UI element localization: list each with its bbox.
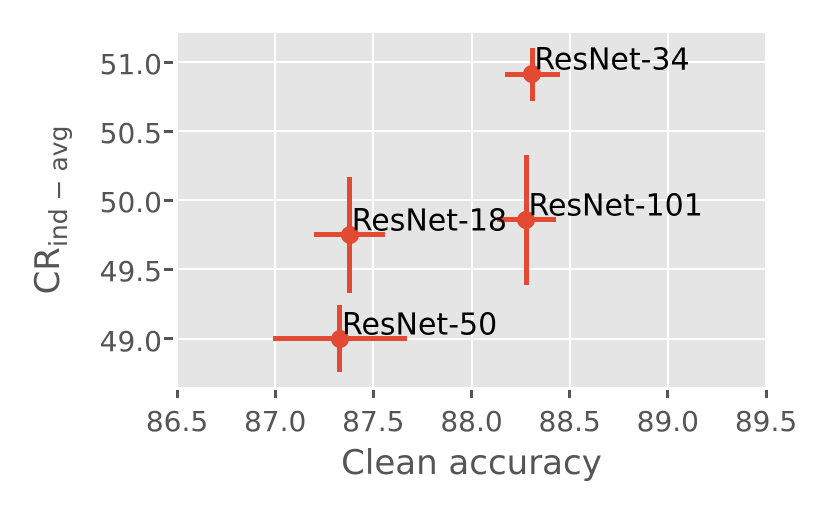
annotation-ResNet-34: ResNet-34 [534, 42, 690, 78]
y-axis-title-subscript: ind − avg [43, 125, 73, 248]
y-tick-label-50.0: 50.0 [99, 186, 162, 220]
annotation-ResNet-50: ResNet-50 [341, 307, 498, 343]
x-tick-88.0 [470, 390, 473, 398]
x-tick-89.5 [764, 390, 768, 398]
y-tick-50.0 [164, 198, 173, 202]
y-tick-label-49.0: 49.0 [99, 324, 162, 358]
data-point-ResNet-101 [517, 210, 536, 229]
y-tick-49.0 [164, 337, 173, 341]
x-tick-87.0 [273, 390, 277, 398]
x-tick-label-87.5: 87.5 [342, 405, 405, 438]
grid-layer [177, 33, 766, 387]
y-tick-label-51.0: 51.0 [99, 48, 162, 82]
gridline-x-88.5 [568, 33, 571, 387]
gridline-y-51.0 [177, 61, 766, 64]
gridline-x-86.5 [177, 33, 178, 387]
y-tick-label-49.5: 49.5 [99, 255, 162, 289]
x-tick-label-86.5: 86.5 [145, 405, 209, 438]
gridline-x-88.0 [470, 33, 473, 387]
gridline-y-50.0 [177, 199, 766, 202]
y-tick-50.5 [164, 129, 173, 133]
y-axis-title-main: CR [28, 247, 68, 295]
x-tick-89.0 [666, 390, 670, 398]
gridline-x-89.0 [666, 33, 669, 387]
x-tick-88.5 [568, 390, 572, 398]
x-tick-label-89.0: 89.0 [636, 405, 699, 438]
x-tick-87.5 [371, 390, 375, 398]
gridline-x-87.0 [274, 33, 277, 387]
data-point-ResNet-18 [340, 225, 359, 244]
x-tick-label-88.5: 88.5 [538, 405, 601, 438]
x-tick-label-88.0: 88.0 [440, 405, 503, 438]
x-tick-label-87.0: 87.0 [243, 405, 307, 438]
y-axis-title: CRind − avg [28, 126, 73, 295]
gridline-x-89.5 [765, 33, 766, 387]
gridline-y-49.0 [177, 337, 766, 340]
gridline-y-49.5 [177, 268, 766, 271]
gridline-x-87.5 [372, 33, 375, 387]
y-tick-49.5 [164, 267, 173, 271]
annotation-ResNet-101: ResNet-101 [528, 188, 703, 224]
x-tick-label-89.5: 89.5 [734, 405, 798, 438]
y-tick-label-50.5: 50.5 [99, 117, 162, 151]
plot-area [177, 33, 766, 387]
annotation-ResNet-18: ResNet-18 [351, 203, 508, 239]
gridline-y-50.5 [177, 130, 766, 133]
data-point-ResNet-34 [523, 65, 542, 84]
x-tick-86.5 [175, 390, 179, 398]
y-tick-51.0 [164, 60, 173, 64]
x-axis-title: Clean accuracy [341, 443, 602, 483]
data-point-ResNet-50 [330, 329, 349, 348]
